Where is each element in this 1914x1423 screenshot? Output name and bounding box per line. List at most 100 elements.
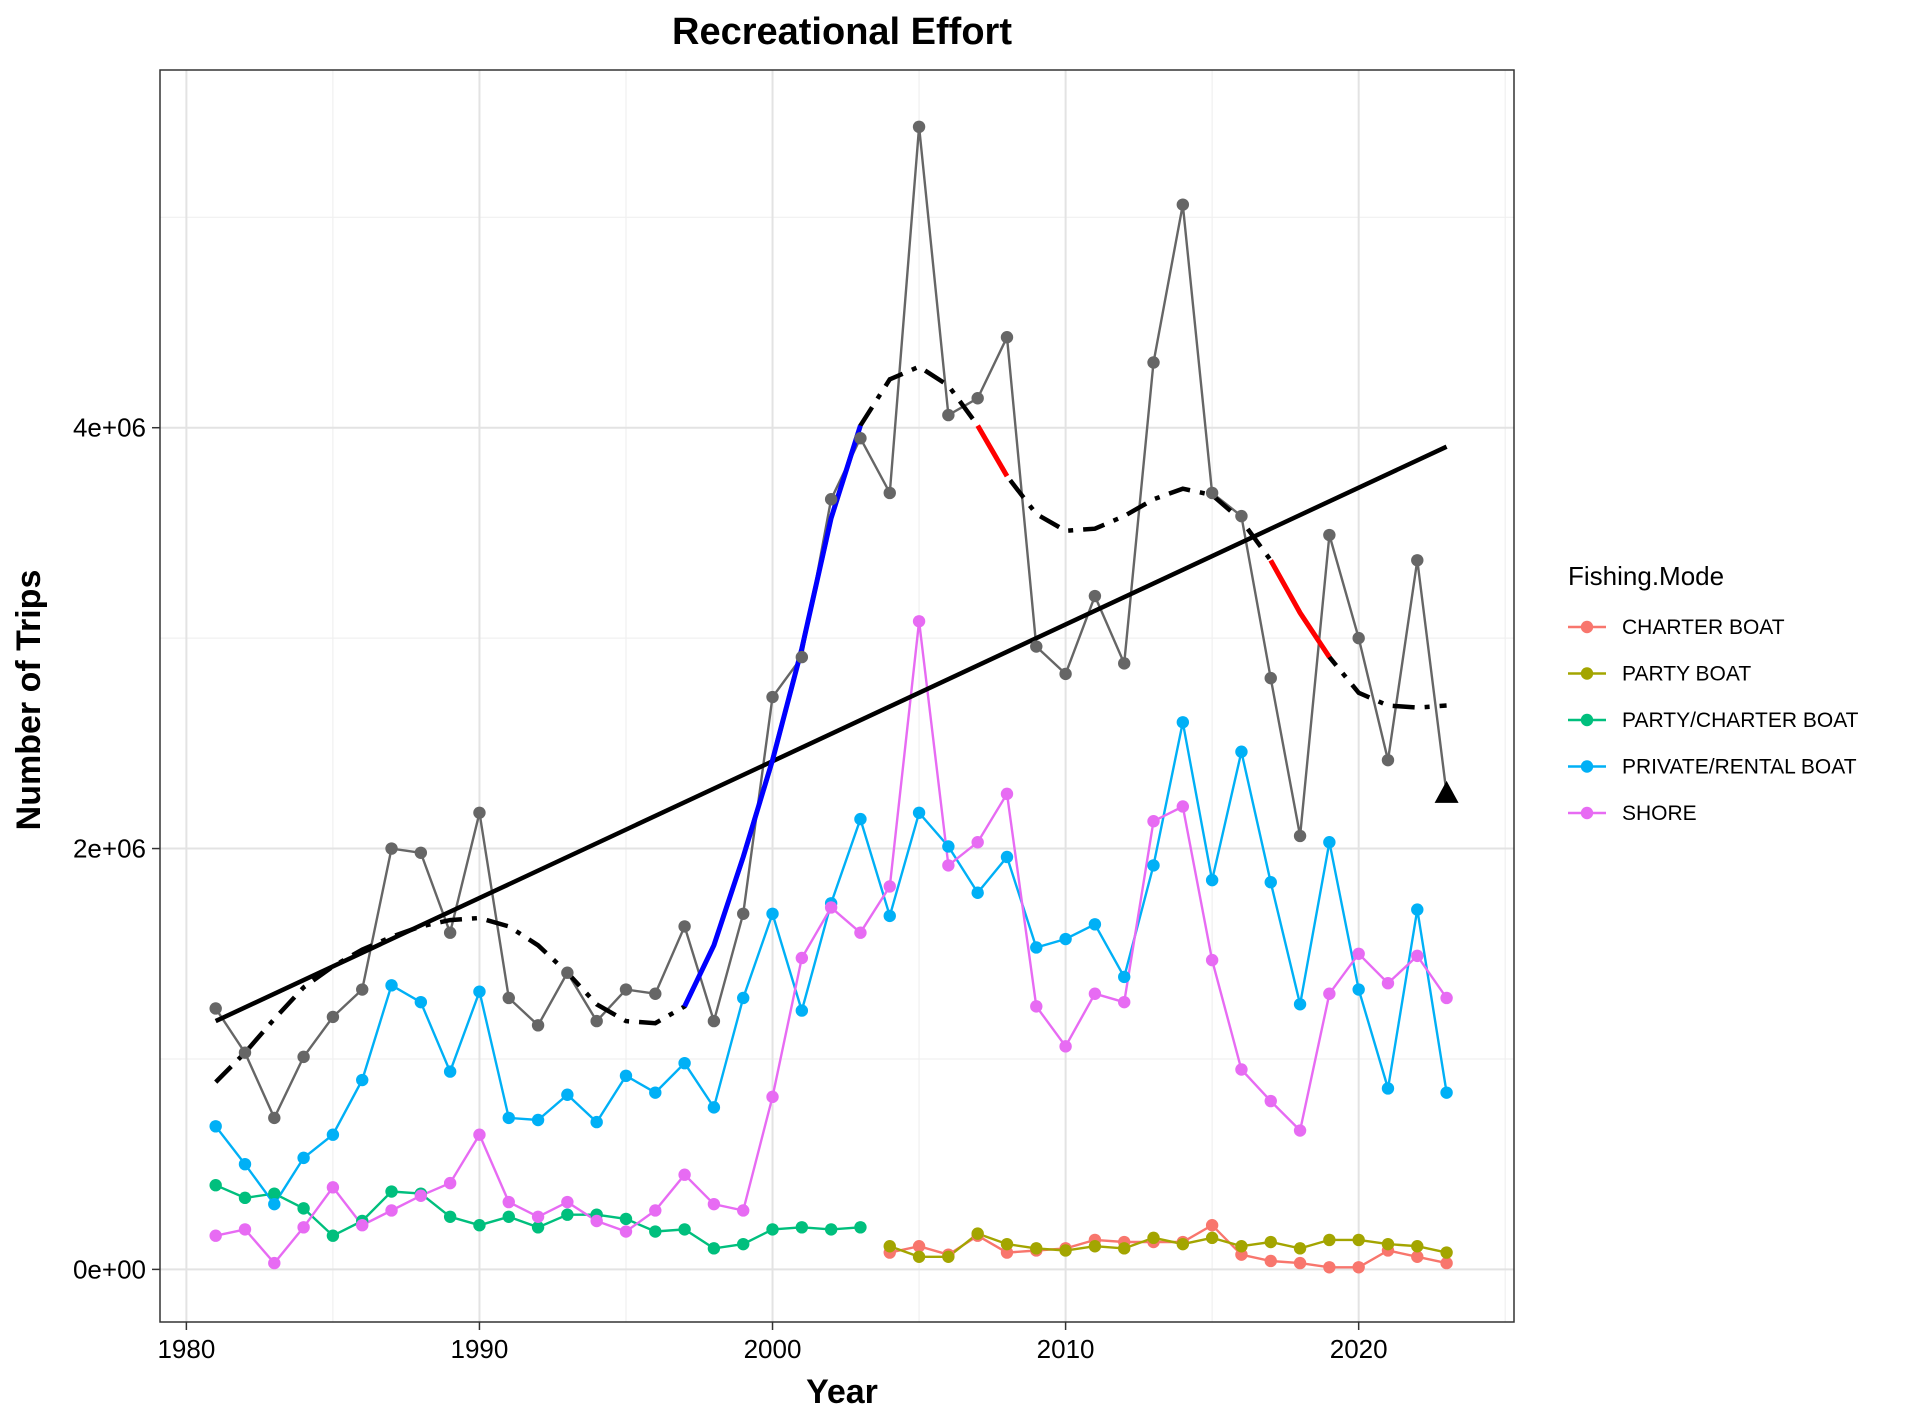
data-point bbox=[531, 1221, 545, 1234]
increase-segment bbox=[682, 424, 863, 1008]
data-point bbox=[707, 1014, 721, 1028]
data-point bbox=[824, 1223, 838, 1236]
data-point bbox=[854, 432, 867, 445]
x-tick-label: 1980 bbox=[157, 1334, 215, 1364]
data-point bbox=[268, 1111, 281, 1125]
data-point bbox=[1381, 977, 1395, 990]
data-point bbox=[297, 1221, 310, 1234]
data-point bbox=[737, 1237, 750, 1251]
data-point bbox=[854, 1221, 867, 1234]
data-point bbox=[473, 1219, 486, 1232]
data-point bbox=[1205, 1231, 1219, 1245]
data-point bbox=[443, 926, 457, 939]
data-point bbox=[1000, 787, 1014, 801]
data-point bbox=[326, 1181, 340, 1194]
data-point bbox=[385, 979, 398, 992]
legend-title: Fishing.Mode bbox=[1568, 561, 1724, 591]
data-point bbox=[590, 1115, 603, 1129]
data-point bbox=[1411, 949, 1424, 963]
data-point bbox=[795, 650, 809, 664]
data-point bbox=[678, 1223, 691, 1236]
data-point bbox=[1323, 1233, 1336, 1247]
data-point bbox=[502, 1210, 515, 1223]
data-point bbox=[795, 1221, 809, 1234]
trend-line bbox=[214, 444, 1448, 1024]
data-point bbox=[912, 615, 926, 628]
legend-key-point bbox=[1580, 620, 1594, 634]
data-point bbox=[678, 1168, 691, 1181]
data-point bbox=[678, 1056, 691, 1070]
data-point bbox=[414, 1189, 428, 1202]
data-point bbox=[268, 1197, 281, 1211]
plot-border bbox=[159, 69, 1515, 1323]
data-point bbox=[1030, 1242, 1043, 1255]
data-point bbox=[1352, 1261, 1365, 1274]
data-point bbox=[649, 987, 662, 1000]
data-point bbox=[1323, 836, 1336, 849]
data-point bbox=[824, 901, 838, 914]
data-point bbox=[1264, 671, 1277, 685]
data-point bbox=[1000, 850, 1014, 864]
chart-title: Recreational Effort bbox=[672, 11, 1012, 53]
data-point bbox=[1059, 1244, 1072, 1257]
data-point bbox=[1088, 987, 1102, 1000]
data-point bbox=[883, 486, 896, 500]
data-point bbox=[1411, 903, 1424, 916]
data-point bbox=[561, 1088, 574, 1101]
data-point bbox=[971, 1227, 984, 1240]
data-point bbox=[502, 1111, 515, 1125]
data-point bbox=[268, 1256, 281, 1270]
data-point bbox=[766, 1223, 779, 1236]
data-point bbox=[209, 1120, 222, 1133]
data-point bbox=[1411, 1240, 1424, 1253]
data-point bbox=[1205, 486, 1219, 500]
data-point bbox=[1440, 991, 1453, 1005]
data-point bbox=[1381, 753, 1395, 767]
data-point bbox=[1205, 1219, 1219, 1232]
y-axis-title: Number of Trips bbox=[10, 570, 48, 831]
legend-label: PARTY BOAT bbox=[1622, 663, 1751, 686]
data-point bbox=[1176, 1237, 1190, 1251]
data-point bbox=[1411, 1250, 1424, 1263]
data-point bbox=[1176, 198, 1190, 211]
data-point bbox=[238, 1046, 252, 1059]
data-point bbox=[590, 1214, 603, 1228]
data-point bbox=[561, 1208, 574, 1221]
data-point bbox=[649, 1225, 662, 1238]
data-point bbox=[238, 1223, 252, 1236]
data-point bbox=[1264, 1254, 1277, 1268]
data-point bbox=[326, 1128, 340, 1141]
data-point bbox=[531, 1113, 545, 1127]
data-point bbox=[678, 920, 691, 933]
data-point bbox=[1352, 1233, 1365, 1247]
x-tick-label: 2010 bbox=[1037, 1334, 1095, 1364]
data-point bbox=[1323, 987, 1336, 1000]
data-point bbox=[473, 1128, 486, 1141]
data-point bbox=[824, 493, 838, 506]
data-point bbox=[737, 907, 750, 920]
data-point bbox=[883, 1240, 896, 1253]
data-point bbox=[1411, 554, 1424, 567]
data-point bbox=[912, 806, 926, 819]
data-point bbox=[912, 1250, 926, 1263]
data-point bbox=[209, 1002, 222, 1015]
data-point bbox=[1235, 745, 1248, 758]
data-point bbox=[473, 985, 486, 998]
legend-key-point bbox=[1580, 713, 1594, 727]
data-point bbox=[1381, 1082, 1395, 1095]
data-point bbox=[619, 1212, 633, 1226]
data-point bbox=[1176, 800, 1190, 813]
data-point bbox=[1293, 998, 1307, 1011]
data-point bbox=[737, 1204, 750, 1217]
data-point bbox=[385, 1185, 398, 1198]
decrease-segment bbox=[1268, 559, 1332, 659]
data-point bbox=[502, 991, 515, 1005]
data-point bbox=[1323, 528, 1336, 542]
data-point bbox=[971, 392, 984, 405]
data-point bbox=[1118, 1242, 1131, 1255]
data-point bbox=[619, 1069, 633, 1083]
x-tick-label: 1990 bbox=[451, 1334, 509, 1364]
data-point bbox=[326, 1010, 340, 1024]
last-point-marker bbox=[1434, 780, 1459, 803]
